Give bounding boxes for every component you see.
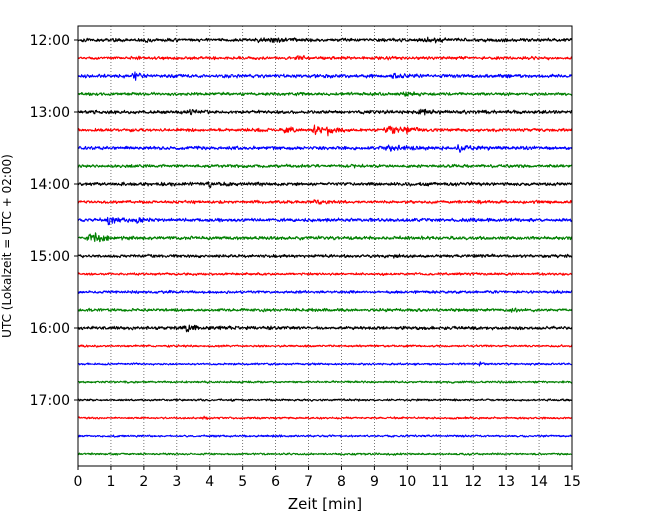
trace-1315 <box>77 124 573 137</box>
x-tick-label: 6 <box>271 474 280 490</box>
x-tick-label: 8 <box>337 474 346 490</box>
trace-1200 <box>77 36 573 44</box>
x-tick-label: 5 <box>238 474 247 490</box>
grid-lines <box>110 26 540 466</box>
trace-1715 <box>77 415 573 420</box>
y-tick-label: 14:00 <box>30 177 70 193</box>
trace-1400 <box>77 181 573 189</box>
trace-1700 <box>77 398 573 402</box>
x-tick-label: 11 <box>431 474 449 490</box>
trace-1615 <box>77 344 573 348</box>
trace-1630 <box>77 361 573 367</box>
trace-1730 <box>77 434 573 438</box>
trace-1245 <box>77 91 573 97</box>
y-axis: 12:00 13:00 14:00 15:00 16:00 17:00 <box>30 33 78 409</box>
x-tick-label: 13 <box>497 474 515 490</box>
x-tick-label: 7 <box>304 474 313 490</box>
x-tick-label: 14 <box>530 474 548 490</box>
trace-1330 <box>77 144 573 153</box>
trace-1215 <box>77 54 573 61</box>
x-axis: 0 1 2 3 4 5 6 7 8 9 10 11 12 13 14 15 <box>74 466 581 490</box>
y-tick-label: 13:00 <box>30 105 70 121</box>
x-tick-label: 12 <box>464 474 482 490</box>
x-tick-label: 9 <box>370 474 379 490</box>
trace-1430 <box>77 216 573 226</box>
trace-1745 <box>77 452 573 456</box>
trace-1415 <box>77 199 573 205</box>
x-tick-label: 3 <box>172 474 181 490</box>
y-tick-label: 16:00 <box>30 321 70 337</box>
x-tick-label: 2 <box>139 474 148 490</box>
trace-1515 <box>77 272 573 276</box>
trace-1230 <box>77 71 573 81</box>
trace-1345 <box>77 163 573 169</box>
y-tick-label: 15:00 <box>30 249 70 265</box>
trace-1600 <box>77 324 573 333</box>
x-tick-label: 10 <box>398 474 416 490</box>
plot-frame <box>77 25 573 467</box>
trace-1300 <box>77 108 573 116</box>
x-tick-label: 1 <box>106 474 115 490</box>
traces-group <box>77 36 573 456</box>
y-tick-label: 17:00 <box>30 393 70 409</box>
x-axis-label: Zeit [min] <box>288 495 362 513</box>
trace-1645 <box>77 380 573 384</box>
x-tick-label: 15 <box>563 474 581 490</box>
trace-1530 <box>77 289 573 295</box>
x-tick-label: 0 <box>74 474 83 490</box>
trace-1545 <box>77 307 573 313</box>
y-tick-label: 12:00 <box>30 33 70 49</box>
trace-1500 <box>77 253 573 259</box>
x-tick-label: 4 <box>205 474 214 490</box>
trace-1445 <box>77 232 573 243</box>
y-axis-label: UTC (Lokalzeit = UTC + 02:00) <box>0 154 14 338</box>
